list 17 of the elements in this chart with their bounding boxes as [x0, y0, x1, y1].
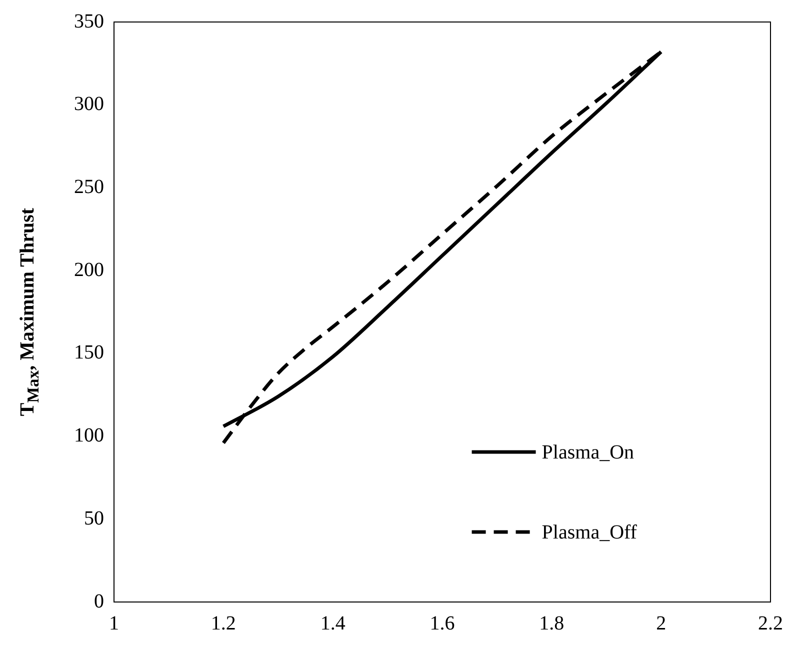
y-tick-label: 50: [84, 507, 104, 530]
y-tick-label: 300: [74, 93, 104, 116]
x-tick-label: 1: [109, 612, 119, 634]
x-tick-label: 1.4: [320, 612, 346, 634]
y-tick-label: 100: [74, 424, 104, 447]
x-tick-label: 2: [656, 612, 666, 634]
x-tick-label: 2.2: [758, 612, 783, 634]
y-tick-label: 350: [74, 10, 104, 32]
y-tick-label: 0: [94, 590, 104, 612]
legend-label: Plasma_On: [542, 441, 634, 464]
x-tick-label: 1.8: [539, 612, 564, 634]
x-tick-label: 1.6: [430, 612, 455, 634]
legend-label: Plasma_Off: [542, 521, 638, 544]
y-tick-label: 250: [74, 176, 104, 198]
y-tick-label: 200: [74, 258, 104, 281]
x-tick-label: 1.2: [210, 612, 236, 634]
y-tick-label: 150: [74, 342, 104, 364]
